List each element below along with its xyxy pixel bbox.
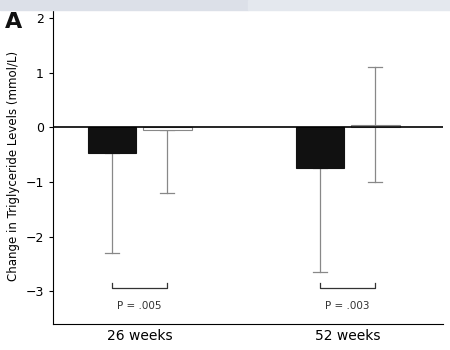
Bar xyxy=(296,127,344,168)
Text: A: A xyxy=(4,12,22,32)
Bar xyxy=(351,125,400,127)
Text: P = .003: P = .003 xyxy=(325,301,370,311)
Bar xyxy=(88,127,136,153)
Bar xyxy=(143,127,192,130)
Text: P = .005: P = .005 xyxy=(117,301,162,311)
Y-axis label: Change in Triglyceride Levels (mmol/L): Change in Triglyceride Levels (mmol/L) xyxy=(7,50,20,281)
